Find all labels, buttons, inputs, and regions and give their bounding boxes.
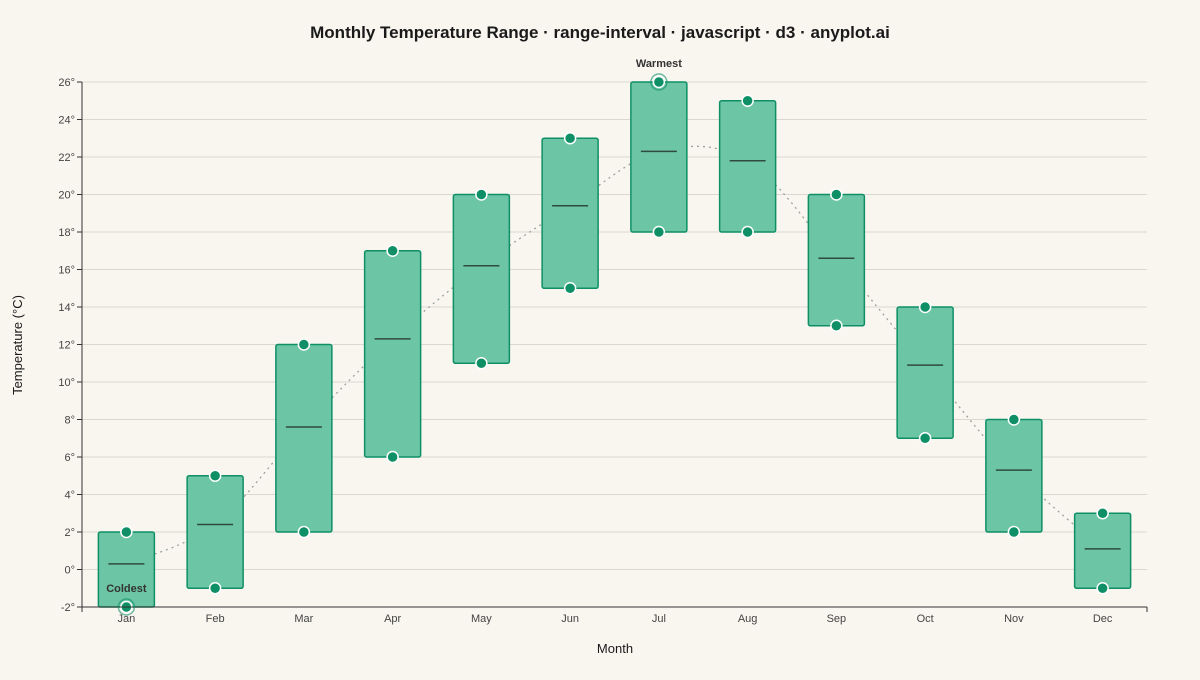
y-tick-label: 4° [64, 490, 75, 502]
range-bar [985, 418, 1043, 533]
min-point [208, 582, 222, 595]
x-tick-label: Jun [561, 613, 579, 625]
max-point [475, 188, 488, 201]
x-tick-label: Feb [206, 613, 225, 625]
min-point [1096, 582, 1109, 595]
max-point [741, 94, 754, 107]
y-tick-label: 20° [58, 190, 75, 202]
mean-trend [126, 145, 1104, 565]
y-tick-label: 0° [64, 565, 75, 577]
max-point [297, 338, 311, 351]
mean-trend-line [126, 145, 1104, 565]
x-tick-label: Dec [1093, 613, 1113, 625]
range-bar [363, 250, 422, 458]
annotation-label: Warmest [636, 58, 682, 70]
min-point [386, 450, 399, 464]
min-point [741, 225, 754, 239]
min-point [830, 319, 843, 332]
range-bars [97, 75, 1132, 614]
y-tick-label: 6° [64, 452, 75, 464]
x-tick-label: Aug [738, 613, 758, 625]
y-tick-label: 12° [58, 340, 75, 352]
chart-title: Monthly Temperature Range · range-interv… [310, 23, 890, 42]
max-point [830, 188, 843, 201]
x-tick-label: Sep [827, 613, 847, 625]
x-tick-label: Nov [1004, 613, 1024, 625]
grid-lines [82, 81, 1147, 608]
y-axis-label: Temperature (°C) [10, 295, 25, 395]
range-bar [630, 81, 688, 233]
range-bar [807, 193, 866, 327]
y-tick-label: 18° [58, 227, 75, 239]
max-point [386, 244, 399, 257]
min-point [297, 525, 311, 539]
max-point [208, 469, 222, 482]
range-bar [718, 100, 777, 233]
min-point [475, 357, 488, 370]
x-tick-label: Oct [917, 613, 934, 625]
min-point [918, 432, 932, 445]
max-point [1007, 413, 1021, 426]
highlight-ring [650, 73, 668, 91]
annotation-label: Coldest [106, 583, 147, 595]
x-tick-label: Jan [118, 613, 136, 625]
annotations: Coldest Warmest [106, 58, 682, 616]
y-tick-label: 26° [58, 77, 75, 89]
max-point [652, 75, 666, 89]
y-tick-label: 10° [58, 377, 75, 389]
range-bar [97, 531, 156, 608]
min-point [563, 282, 577, 295]
y-tick-label: 16° [58, 265, 75, 277]
range-bar [541, 137, 599, 289]
x-tick-label: Jul [652, 613, 666, 625]
range-bar [1073, 512, 1132, 589]
max-point [1096, 507, 1109, 520]
y-tick-label: 8° [64, 415, 75, 427]
max-point [120, 525, 133, 539]
min-point [652, 225, 666, 239]
y-tick-label: 2° [64, 527, 75, 539]
min-point [1007, 525, 1021, 539]
y-tick-label: -2° [61, 602, 75, 614]
y-tick-label: 24° [58, 115, 75, 127]
range-bar [896, 306, 954, 439]
x-axis-label: Month [597, 641, 633, 656]
highlight-ring [117, 598, 136, 616]
max-point [918, 300, 932, 314]
range-bar [186, 475, 244, 589]
x-tick-label: May [471, 613, 492, 625]
y-tick-label: 14° [58, 302, 75, 314]
range-bar [275, 343, 333, 533]
range-bar [452, 193, 511, 364]
axes: -2° 0° 2° 4° 6° 8° 10° 12° 14° 16° 18° 20° 22° 24° 26°… [58, 77, 1148, 625]
y-tick-label: 22° [58, 152, 75, 164]
x-tick-label: Apr [384, 613, 401, 625]
max-point [563, 132, 577, 145]
x-tick-label: Mar [294, 613, 313, 625]
